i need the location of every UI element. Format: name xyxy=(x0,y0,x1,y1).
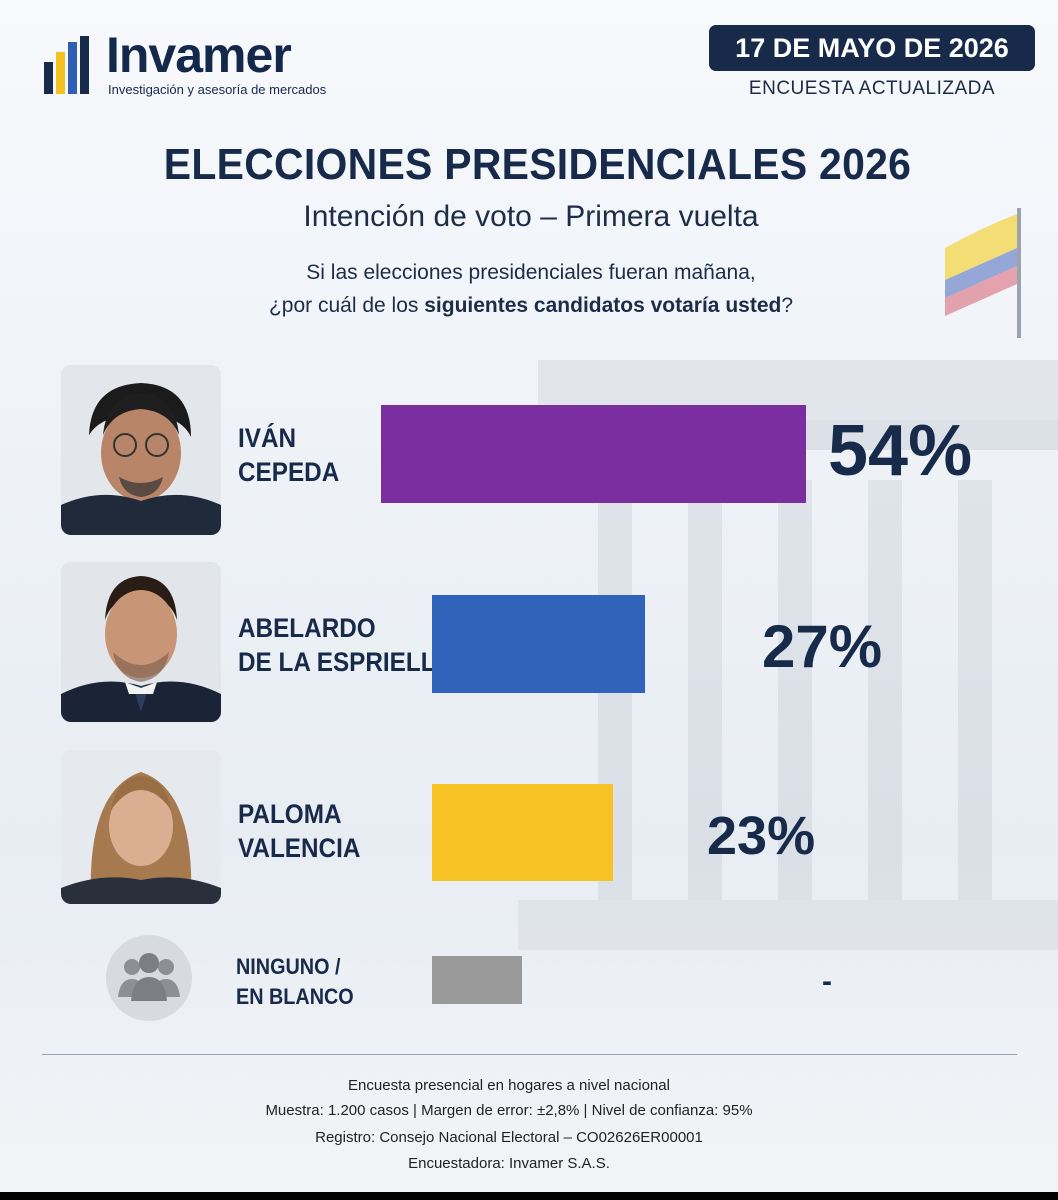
bar xyxy=(432,956,522,1004)
question-line-2-bold: siguientes candidatos votaría usted xyxy=(424,294,782,317)
bar xyxy=(432,595,645,693)
bottom-border xyxy=(0,1192,1058,1200)
logo-name: Invamer xyxy=(106,27,292,83)
bar xyxy=(381,405,806,503)
candidate-name-cepeda: IVÁN CEPEDA xyxy=(238,421,339,489)
question-line-2-post: ? xyxy=(781,294,794,317)
category-label-line2: EN BLANCO xyxy=(236,984,354,1009)
category-label-line1: NINGUNO / xyxy=(236,954,341,979)
chart-title: ELECCIONES PRESIDENCIALES 2026 xyxy=(163,140,912,189)
candidate-name-valencia: PALOMA VALENCIA xyxy=(238,797,360,865)
question-line-1: Si las elecciones presidenciales fueran … xyxy=(306,261,756,284)
candidate-photo-espriella xyxy=(61,562,221,722)
invamer-logo: Invamer Investigación y asesoría de merc… xyxy=(44,27,327,102)
date-note: ENCUESTA ACTUALIZADA xyxy=(748,78,996,99)
footer-line-4: Encuestadora: Invamer S.A.S. xyxy=(408,1155,610,1172)
footer-divider xyxy=(42,1054,1017,1055)
candidate-name-none: NINGUNO / EN BLANCO xyxy=(236,952,354,1012)
category-label-line2: DE LA ESPRIELLA xyxy=(238,647,454,677)
data-label: 23% xyxy=(707,806,816,866)
logo-bars-icon xyxy=(44,36,89,94)
date-badge: 17 DE MAYO DE 2026 xyxy=(709,25,1035,71)
category-label-line2: VALENCIA xyxy=(238,833,361,863)
category-label-line1: ABELARDO xyxy=(238,613,376,643)
footer-line-3: Registro: Consejo Nacional Electoral – C… xyxy=(315,1129,703,1146)
question-line-2-pre: ¿por cuál de los xyxy=(268,294,425,317)
chart-subtitle: Intención de voto – Primera vuelta xyxy=(303,200,759,233)
data-label: 54% xyxy=(828,411,973,491)
data-label: 27% xyxy=(762,613,883,680)
data-label: - xyxy=(822,965,832,998)
footer-line-2: Muestra: 1.200 casos | Margen de error: … xyxy=(265,1102,753,1119)
candidate-name-espriella: ABELARDO DE LA ESPRIELLA xyxy=(238,611,453,679)
bar xyxy=(432,784,613,881)
logo-tagline: Investigación y asesoría de mercados xyxy=(108,82,327,97)
flag-icon xyxy=(945,208,1021,338)
candidate-photo-valencia xyxy=(61,750,221,904)
category-label-line1: PALOMA xyxy=(238,799,342,829)
group-icon xyxy=(106,935,192,1021)
category-label-line1: IVÁN xyxy=(238,423,297,453)
category-label-line2: CEPEDA xyxy=(238,457,340,487)
footer-line-1: Encuesta presencial en hogares a nivel n… xyxy=(348,1077,670,1094)
background-building xyxy=(518,360,1058,950)
survey-question: Si las elecciones presidenciales fueran … xyxy=(0,256,1058,322)
candidate-photo-cepeda xyxy=(61,365,221,535)
